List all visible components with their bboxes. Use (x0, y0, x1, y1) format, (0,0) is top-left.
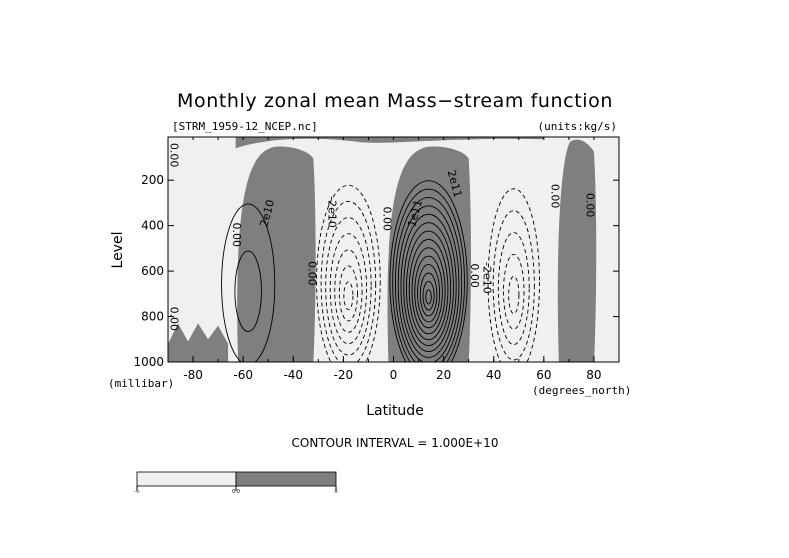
x-tick-label: 0 (390, 368, 398, 382)
x-tick-label: 20 (436, 368, 451, 382)
y-axis-label: Level (110, 232, 126, 269)
contour-northern-hadley-7 (408, 238, 449, 341)
contour-northern-hadley-11 (397, 205, 460, 362)
contour-label-11: 0.00 (548, 184, 561, 209)
y-tick-label: 600 (141, 264, 164, 278)
contour-northern-ferrel-4 (492, 210, 535, 361)
file-label: [STRM_1959-12_NCEP.nc] (172, 120, 318, 133)
shade-southern-surface (168, 323, 229, 362)
colorbar-label-min: -∞ (134, 489, 140, 495)
y-axis-ticks: 200 400 600 800 1000 (133, 173, 619, 369)
contour-northern-ferrel-1 (508, 275, 520, 315)
x-tick-label: -40 (283, 368, 303, 382)
contour-southern-hadley-7 (316, 184, 381, 362)
contour-southern-ferrel-1 (234, 250, 262, 332)
y-tick-label: 400 (141, 219, 164, 233)
contour-southern-hadley-6 (320, 201, 377, 362)
contour-label-12: 0.00 (583, 193, 596, 218)
contour-northern-ferrel-3 (497, 232, 530, 345)
shade-polar (557, 139, 597, 362)
shade-southern-ferrel (237, 146, 316, 362)
colorbar-negative-swatch (136, 471, 237, 487)
colorbar-positive-swatch (235, 471, 337, 487)
contour-northern-hadley-13 (392, 188, 465, 362)
contour-label-5: -2e10 (325, 196, 338, 228)
y-tick-label: 200 (141, 173, 164, 187)
y-axis-units: (millibar) (108, 377, 174, 390)
chart-title: Monthly zonal mean Mass−stream function (177, 90, 613, 112)
contour-northern-hadley-14 (389, 180, 468, 362)
shade-layer (168, 137, 597, 362)
shade-upper-band (235, 137, 544, 149)
contour-northern-hadley-9 (403, 222, 454, 352)
x-tick-label: 40 (486, 368, 501, 382)
x-tick-label: 60 (536, 368, 551, 382)
contour-label-9: 0.00 (468, 263, 481, 288)
colorbar-label-max: ∞ (334, 489, 338, 495)
contour-label-4: 0.00 (305, 261, 318, 286)
contour-label-10: -2e10 (481, 262, 494, 294)
contour-label-0: 0.00 (168, 143, 181, 168)
contour-southern-hadley-3 (334, 249, 363, 333)
x-axis-units: (degrees_north) (532, 384, 631, 397)
colorbar-label-zero: 0.0 (232, 489, 240, 495)
contour-northern-hadley-6 (411, 247, 446, 335)
contour-northern-hadley-3 (419, 272, 438, 317)
units-label: (units:kg/s) (538, 120, 617, 133)
contour-northern-hadley-1 (425, 289, 432, 305)
contour-northern-hadley-10 (400, 213, 457, 358)
shade-northern-hadley (387, 146, 471, 362)
contour-label-3: 0.00 (168, 307, 181, 332)
contour-northern-ferrel-2 (503, 253, 525, 330)
contour-layer (221, 180, 540, 362)
contour-southern-hadley-4 (329, 233, 368, 345)
contour-label-6: 0.00 (380, 207, 393, 232)
contour-northern-hadley-2 (422, 280, 435, 311)
contour-northern-hadley-4 (417, 264, 441, 323)
y-tick-label: 800 (141, 310, 164, 324)
contour-northern-ferrel-5 (487, 188, 540, 362)
x-axis-label: Latitude (366, 403, 424, 419)
y-tick-label: 1000 (133, 355, 164, 369)
contour-northern-hadley-5 (414, 255, 443, 329)
x-axis-ticks: -80 -60 -40 -20 0 20 40 60 80 (167, 137, 620, 382)
contour-label-2: 0.00 (230, 222, 243, 247)
contour-interval-text: CONTOUR INTERVAL = 1.000E+10 (292, 436, 499, 450)
contour-southern-hadley-2 (338, 265, 358, 322)
x-tick-label: -20 (334, 368, 354, 382)
colorbar: -∞ 0.0 ∞ (134, 471, 338, 495)
contour-southern-hadley-5 (325, 217, 372, 356)
contour-northern-hadley-12 (394, 197, 463, 362)
contour-southern-hadley-1 (343, 281, 354, 311)
contour-southern-ferrel-2 (221, 203, 276, 362)
x-tick-label: 80 (586, 368, 601, 382)
contour-northern-hadley-8 (406, 230, 452, 347)
x-tick-label: -80 (183, 368, 203, 382)
x-tick-label: -60 (233, 368, 253, 382)
